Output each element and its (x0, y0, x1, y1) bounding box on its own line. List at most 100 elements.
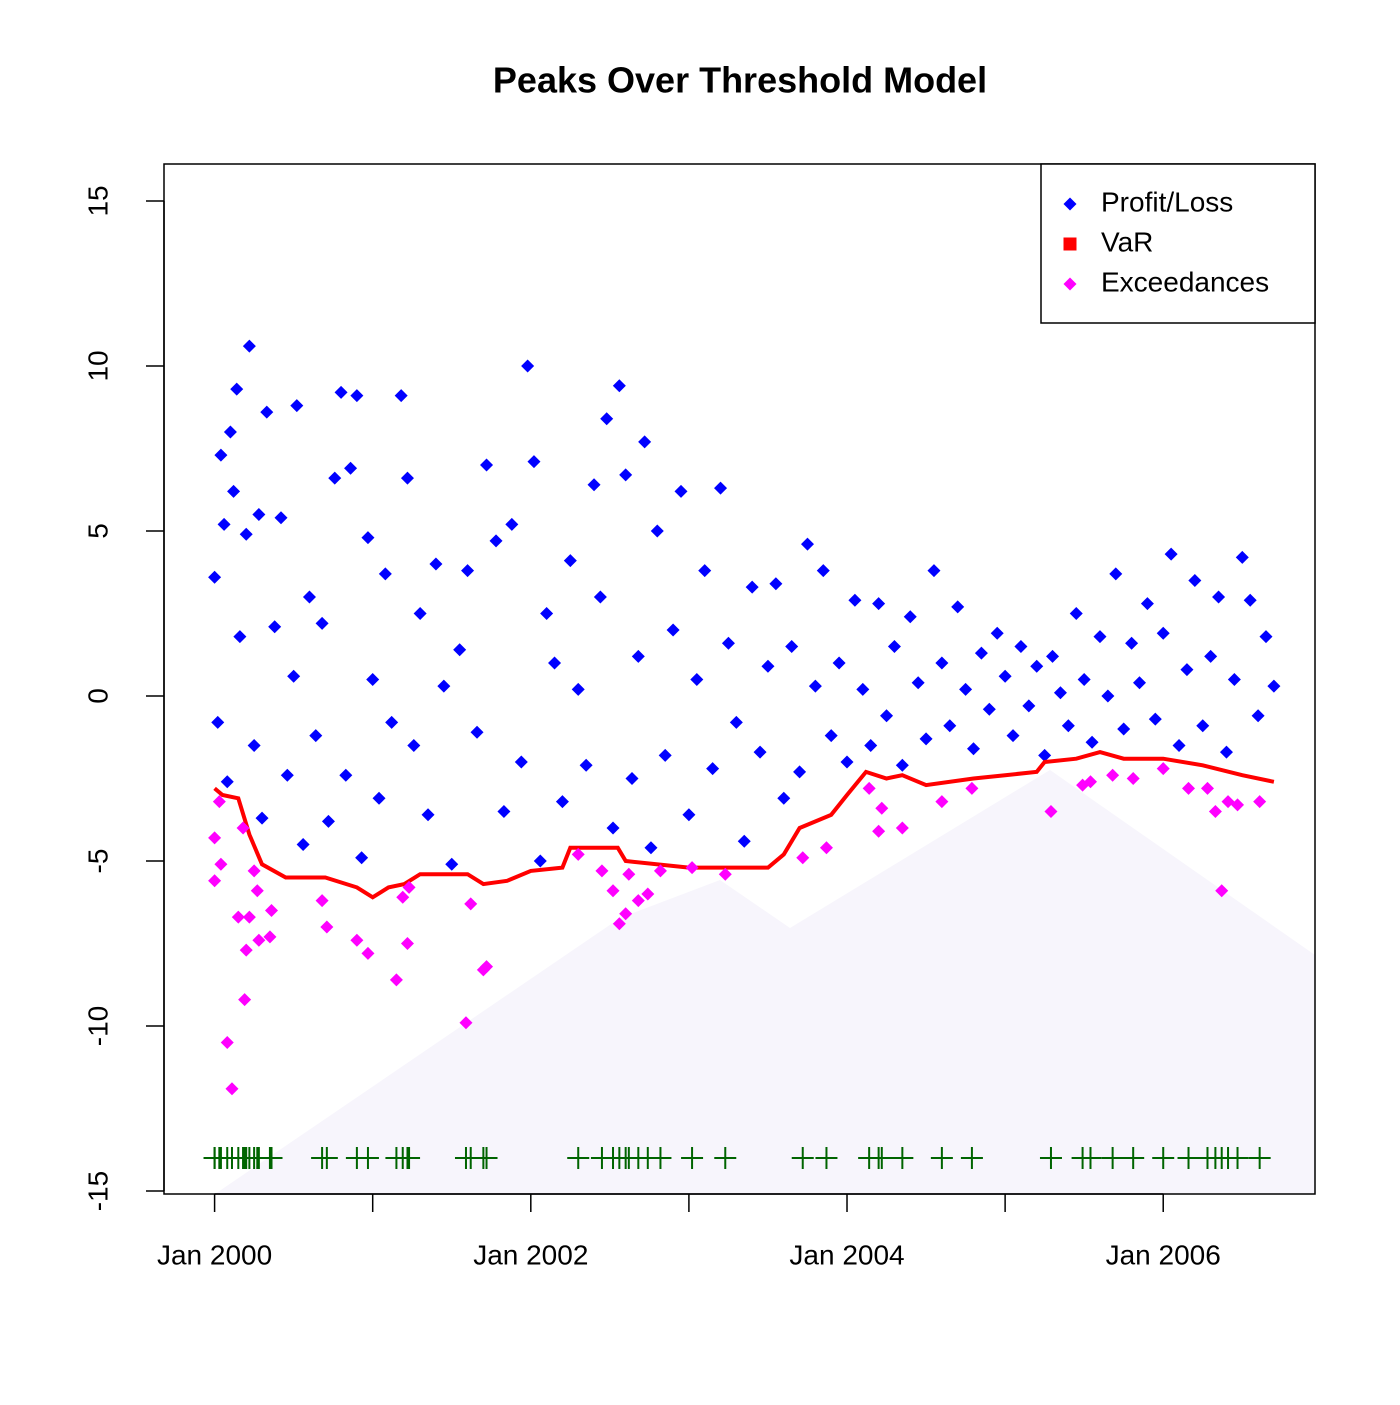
marker (247, 738, 261, 752)
marker (1101, 689, 1115, 703)
marker (302, 590, 316, 604)
legend-box (1040, 163, 1316, 324)
marker (1044, 805, 1058, 819)
marker (497, 805, 511, 819)
marker (911, 676, 925, 690)
marker (280, 768, 294, 782)
marker (239, 943, 253, 957)
marker (690, 672, 704, 686)
marker (1212, 590, 1226, 604)
marker (872, 824, 886, 838)
plot-area (203, 339, 1281, 1170)
marker (832, 656, 846, 670)
exceedance-cross (891, 1147, 914, 1170)
marker (402, 880, 416, 894)
marker (638, 435, 652, 449)
marker (653, 864, 667, 878)
exceedance-cross (567, 1147, 590, 1170)
marker (796, 851, 810, 865)
marker (252, 507, 266, 521)
marker (268, 620, 282, 634)
marker (1172, 738, 1186, 752)
marker (1093, 630, 1107, 644)
exceedance-cross (930, 1147, 953, 1170)
marker (769, 577, 783, 591)
marker (1014, 639, 1028, 653)
marker (1006, 729, 1020, 743)
marker (250, 884, 264, 898)
exceedance-cross (870, 1147, 893, 1170)
marker (407, 738, 421, 752)
exceedance-cross (1226, 1147, 1249, 1170)
marker (1140, 597, 1154, 611)
marker (400, 471, 414, 485)
marker (247, 864, 261, 878)
marker (1126, 772, 1140, 786)
marker (903, 610, 917, 624)
exceedance-cross (1248, 1147, 1271, 1170)
marker (579, 758, 593, 772)
marker (233, 630, 247, 644)
marker (242, 910, 256, 924)
marker (1180, 663, 1194, 677)
exceedance-cross (475, 1147, 498, 1170)
marker (315, 616, 329, 630)
marker (674, 484, 688, 498)
marker (225, 1082, 239, 1096)
marker (480, 458, 494, 472)
marker (1083, 775, 1097, 789)
marker (1259, 630, 1273, 644)
marker (606, 884, 620, 898)
marker (777, 791, 791, 805)
marker (880, 709, 894, 723)
marker (211, 715, 225, 729)
marker (1208, 805, 1222, 819)
exceedance-cross (815, 1147, 838, 1170)
marker (606, 821, 620, 835)
marker (320, 920, 334, 934)
marker (571, 847, 585, 861)
marker (808, 679, 822, 693)
marker (220, 775, 234, 789)
marker (445, 857, 459, 871)
marker (1053, 686, 1067, 700)
marker (718, 867, 732, 881)
marker (238, 993, 252, 1007)
exceedance-cross (356, 1147, 379, 1170)
marker (612, 917, 626, 931)
marker (296, 838, 310, 852)
marker (239, 527, 253, 541)
marker (714, 481, 728, 495)
marker (355, 851, 369, 865)
exceedance-cross (1039, 1147, 1062, 1170)
marker (208, 831, 222, 845)
marker (1253, 795, 1267, 809)
marker (242, 339, 256, 353)
marker (619, 468, 633, 482)
y-tick-label: 10 (82, 350, 113, 381)
exceedance-cross (1152, 1147, 1175, 1170)
marker (505, 517, 519, 531)
exceedance-cross (1122, 1147, 1145, 1170)
marker (521, 359, 535, 373)
marker (328, 471, 342, 485)
marker (1061, 719, 1075, 733)
marker (721, 636, 735, 650)
marker (263, 930, 277, 944)
x-tick-label: Jan 2000 (157, 1239, 272, 1270)
legend: Profit/Loss VaR Exceedances (1040, 163, 1316, 324)
legend-label: Exceedances (1101, 266, 1269, 297)
y-tick-label: 5 (82, 523, 113, 539)
marker (220, 1036, 234, 1050)
legend-marker (1063, 197, 1077, 211)
marker (698, 564, 712, 578)
marker (974, 646, 988, 660)
x-tick-label: Jan 2004 (789, 1239, 904, 1270)
marker (413, 606, 427, 620)
marker (548, 656, 562, 670)
x-tick-label: Jan 2006 (1106, 1239, 1221, 1270)
marker (315, 894, 329, 908)
marker (745, 580, 759, 594)
marker (1243, 593, 1257, 607)
marker (631, 894, 645, 908)
